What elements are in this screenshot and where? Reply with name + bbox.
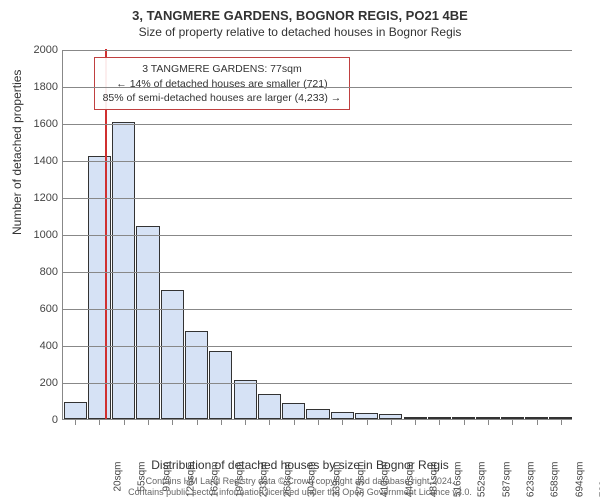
x-tick — [561, 419, 562, 425]
x-tick — [439, 419, 440, 425]
gridline — [63, 272, 572, 273]
y-tick-label: 1600 — [23, 118, 58, 130]
gridline — [63, 309, 572, 310]
y-tick-label: 400 — [23, 340, 58, 352]
histogram-bar — [258, 394, 281, 419]
gridline — [63, 50, 572, 51]
chart-area: 3 TANGMERE GARDENS: 77sqm ← 14% of detac… — [62, 50, 572, 420]
footer: Contains HM Land Registry data © Crown c… — [0, 476, 600, 499]
histogram-bar — [331, 412, 354, 419]
chart-title-block: 3, TANGMERE GARDENS, BOGNOR REGIS, PO21 … — [0, 0, 600, 39]
y-axis-label: Number of detached properties — [10, 70, 24, 235]
x-axis-label: Distribution of detached houses by size … — [0, 458, 600, 472]
annotation-line1: 3 TANGMERE GARDENS: 77sqm — [103, 62, 342, 76]
x-tick — [99, 419, 100, 425]
annotation-box: 3 TANGMERE GARDENS: 77sqm ← 14% of detac… — [94, 57, 351, 110]
x-tick — [512, 419, 513, 425]
y-tick-label: 600 — [23, 303, 58, 315]
histogram-bar — [282, 403, 305, 419]
y-tick-label: 1000 — [23, 229, 58, 241]
histogram-bar — [185, 331, 208, 419]
x-tick — [488, 419, 489, 425]
gridline — [63, 161, 572, 162]
y-tick-label: 1400 — [23, 155, 58, 167]
x-tick — [391, 419, 392, 425]
histogram-bar — [306, 409, 329, 419]
x-tick — [342, 419, 343, 425]
x-tick — [245, 419, 246, 425]
y-tick-label: 0 — [23, 414, 58, 426]
x-tick — [367, 419, 368, 425]
histogram-bar — [209, 351, 232, 419]
gridline — [63, 87, 572, 88]
x-tick — [221, 419, 222, 425]
chart-title-line2: Size of property relative to detached ho… — [0, 25, 600, 39]
histogram-bar — [136, 226, 159, 419]
x-tick — [464, 419, 465, 425]
chart-title-line1: 3, TANGMERE GARDENS, BOGNOR REGIS, PO21 … — [0, 8, 600, 23]
x-tick — [148, 419, 149, 425]
x-tick — [197, 419, 198, 425]
y-tick-label: 800 — [23, 266, 58, 278]
gridline — [63, 346, 572, 347]
x-tick — [294, 419, 295, 425]
x-tick — [318, 419, 319, 425]
histogram-bar — [88, 156, 111, 419]
y-tick-label: 200 — [23, 377, 58, 389]
x-tick — [172, 419, 173, 425]
gridline — [63, 235, 572, 236]
y-tick-label: 1200 — [23, 192, 58, 204]
x-tick — [269, 419, 270, 425]
footer-line1: Contains HM Land Registry data © Crown c… — [0, 476, 600, 487]
gridline — [63, 198, 572, 199]
x-tick — [124, 419, 125, 425]
annotation-line3: 85% of semi-detached houses are larger (… — [103, 91, 342, 105]
y-tick-label: 2000 — [23, 44, 58, 56]
footer-line2: Contains public sector information licen… — [0, 487, 600, 498]
y-tick-label: 1800 — [23, 81, 58, 93]
x-tick — [415, 419, 416, 425]
x-tick — [537, 419, 538, 425]
histogram-bar — [112, 122, 135, 419]
histogram-bar — [234, 380, 257, 419]
x-tick — [75, 419, 76, 425]
histogram-bar — [64, 402, 87, 419]
annotation-line2: ← 14% of detached houses are smaller (72… — [103, 77, 342, 91]
gridline — [63, 124, 572, 125]
plot-region: 3 TANGMERE GARDENS: 77sqm ← 14% of detac… — [62, 50, 572, 420]
gridline — [63, 383, 572, 384]
